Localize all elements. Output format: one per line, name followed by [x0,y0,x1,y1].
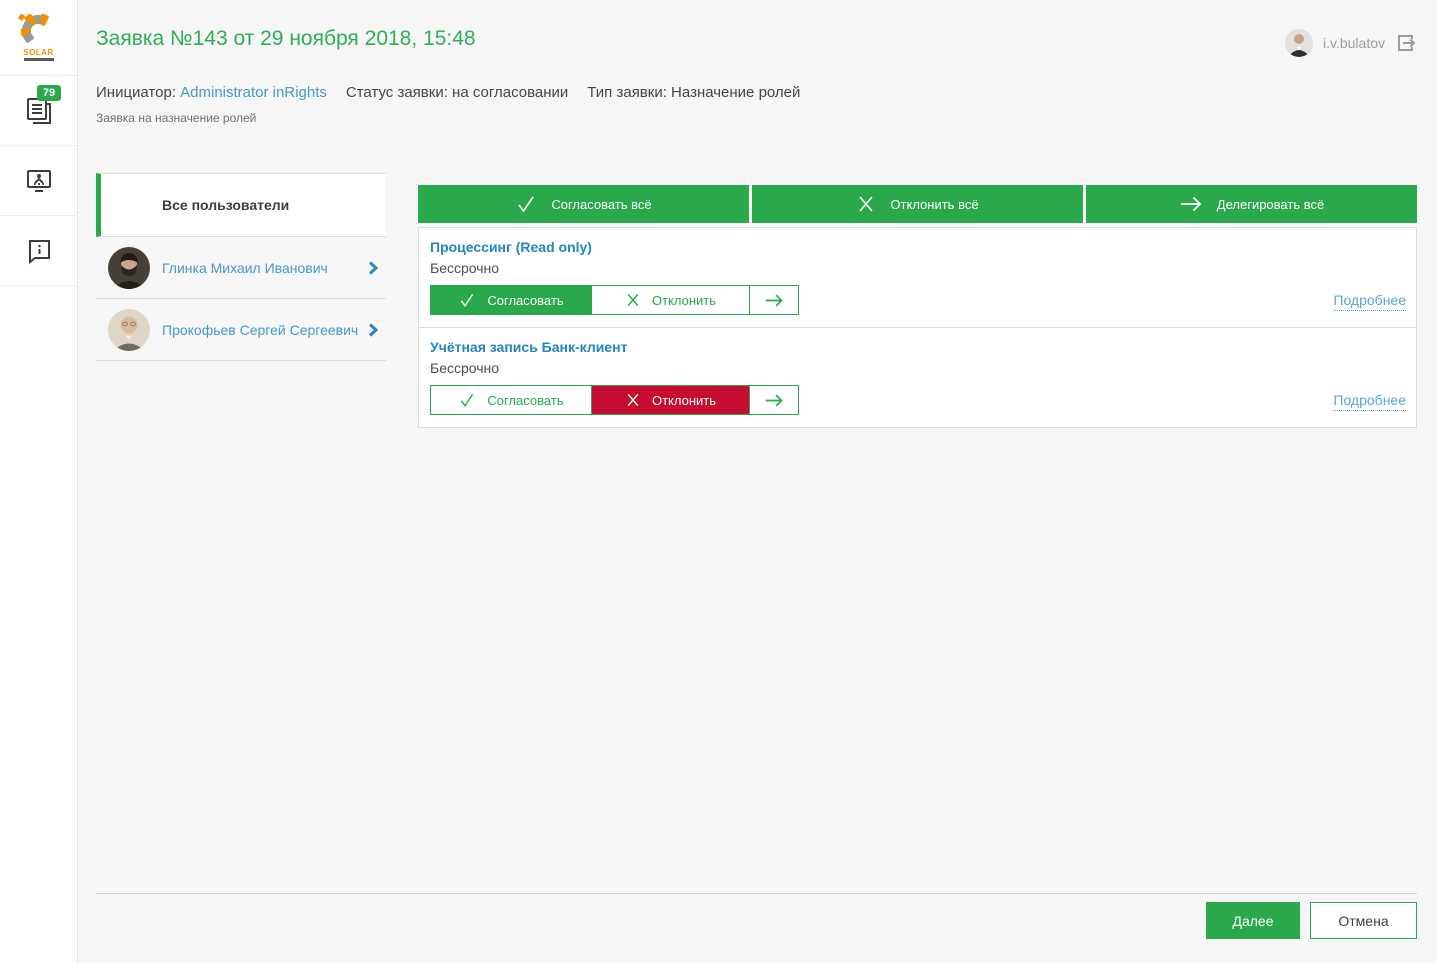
request-subtitle: Заявка на назначение ролей [96,111,257,125]
initiator-link[interactable]: Administrator inRights [180,84,327,101]
reject-button[interactable]: Отклонить [591,286,749,314]
user-name: Прокофьев Сергей Сергеевич [162,321,359,338]
app-logo[interactable]: SOLAR [0,0,77,76]
approve-button[interactable]: Согласовать [431,286,591,314]
sidebar-item-terminal[interactable] [0,146,77,216]
bulk-actions: Согласовать всё Отклонить всё Делегирова… [418,185,1417,223]
x-icon [859,196,874,212]
logo-wordmark: SOLAR [23,48,54,57]
role-card: Учётная запись Банк-клиент Бессрочно Сог… [419,327,1416,427]
role-title-link[interactable]: Учётная запись Банк-клиент [430,339,628,355]
check-icon [518,196,535,213]
x-icon [627,393,639,407]
decision-group: Согласовать Отклонить [430,285,799,315]
role-card: Процессинг (Read only) Бессрочно Согласо… [419,228,1416,327]
delegate-button[interactable] [749,386,798,414]
info-bubble-icon [28,239,50,264]
approve-button[interactable]: Согласовать [431,386,591,414]
next-button[interactable]: Далее [1206,902,1300,939]
avatar [1285,29,1313,57]
initiator: Инициатор: Administrator inRights [96,84,327,101]
cancel-button[interactable]: Отмена [1310,902,1417,939]
details-link[interactable]: Подробнее [1333,392,1406,411]
sidebar-item-info[interactable] [0,216,77,286]
chevron-right-icon [368,260,378,275]
role-cards: Процессинг (Read only) Бессрочно Согласо… [418,227,1417,428]
reject-all-button[interactable]: Отклонить всё [752,185,1083,223]
logo-underline [23,58,54,61]
arrow-right-icon [765,293,783,307]
user-row-prokofiev[interactable]: Прокофьев Сергей Сергеевич [96,299,386,361]
avatar [108,308,150,351]
delegate-button[interactable] [749,286,798,314]
reject-button[interactable]: Отклонить [591,386,749,414]
footer-actions: Далее Отмена [1206,902,1417,939]
sidebar-item-requests[interactable]: 79 [0,76,77,146]
icon-sidebar: SOLAR 79 [0,0,78,963]
request-status: Статус заявки: на согласовании [345,84,569,101]
arrow-right-icon [765,393,783,407]
all-users-item[interactable]: Все пользователи [96,173,386,237]
approve-all-button[interactable]: Согласовать всё [418,185,749,223]
role-title-link[interactable]: Процессинг (Read only) [430,239,592,255]
request-meta: Инициатор: Administrator inRights Статус… [96,84,800,101]
username-label: i.v.bulatov [1323,35,1385,51]
initiator-label: Инициатор: [96,84,176,101]
check-icon [461,393,474,407]
arrow-right-icon [1180,196,1202,212]
approval-area: Согласовать всё Отклонить всё Делегирова… [418,185,1417,428]
user-panel: Все пользователи Глинка Михаил Иванович [96,173,386,361]
request-type: Тип заявки: Назначение ролей [587,84,801,101]
monitor-user-icon [26,169,51,192]
requests-count-badge: 79 [37,85,61,101]
x-icon [627,293,639,307]
check-icon [461,293,474,307]
role-duration: Бессрочно [430,360,500,376]
page-title: Заявка №143 от 29 ноября 2018, 15:48 [96,27,476,50]
documents-icon [26,97,51,124]
decision-group: Согласовать Отклонить [430,385,799,415]
avatar [108,246,150,289]
details-link[interactable]: Подробнее [1333,292,1406,311]
delegate-all-button[interactable]: Делегировать всё [1086,185,1417,223]
user-area: i.v.bulatov [1285,29,1417,57]
footer-divider [96,893,1417,894]
solar-logo-icon [17,14,49,44]
chevron-right-icon [368,322,378,337]
role-duration: Бессрочно [430,260,500,276]
all-users-label: Все пользователи [162,197,290,213]
user-name: Глинка Михаил Иванович [162,259,328,276]
logout-icon[interactable] [1395,32,1417,54]
user-row-glinka[interactable]: Глинка Михаил Иванович [96,237,386,299]
